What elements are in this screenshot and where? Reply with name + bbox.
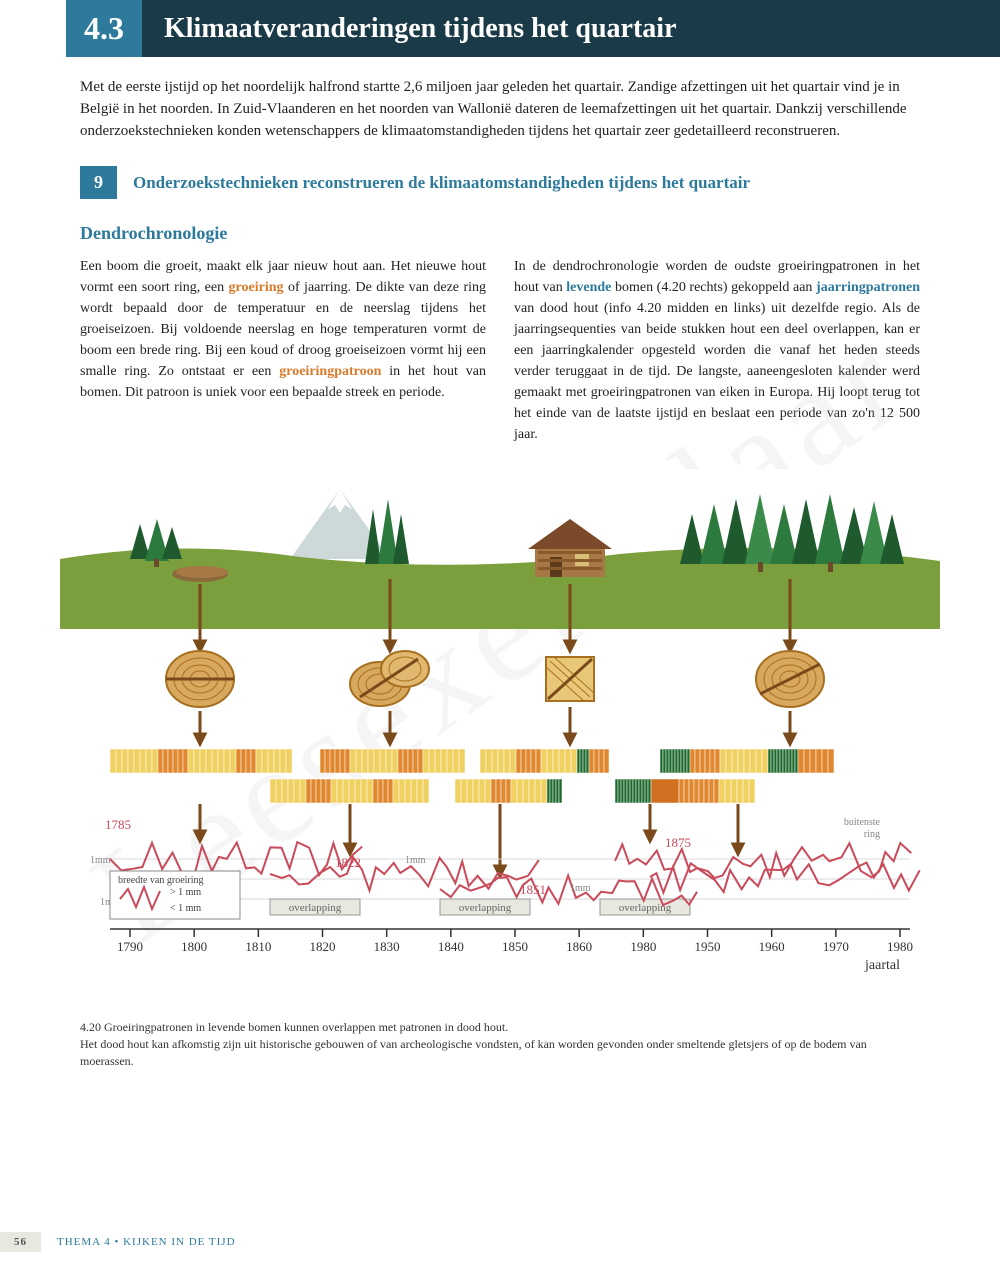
buitenste-1: buitenste — [844, 817, 881, 828]
section-number: 4.3 — [66, 0, 142, 57]
year-1785: 1785 — [105, 817, 131, 832]
column-right: In de dendrochronologie worden de oudste… — [514, 256, 920, 445]
caption-line2: Het dood hout kan afkomstig zijn uit his… — [80, 1037, 867, 1068]
year-1875: 1875 — [665, 835, 691, 850]
section-header: 4.3 Klimaatveranderingen tijdens het qua… — [0, 0, 1000, 57]
subsection-header: 9 Onderzoekstechnieken reconstrueren de … — [80, 166, 1000, 199]
col2-text-c: van dood hout (info 4.20 midden en links… — [514, 301, 920, 442]
svg-text:1820: 1820 — [310, 939, 336, 954]
svg-text:1970: 1970 — [823, 939, 849, 954]
axis-ticks: 1790 1800 1810 1820 1830 1840 1850 1860 1980 1950… — [117, 929, 913, 954]
axis-label: jaartal — [864, 958, 900, 973]
buitenste-2: ring — [864, 829, 880, 840]
caption-line1: Groeiringpatronen in levende bomen kunne… — [104, 1020, 508, 1034]
svg-text:1960: 1960 — [759, 939, 785, 954]
dendro-infographic: overlapping overlapping overlapping 1785… — [60, 469, 940, 1009]
infographic-svg: overlapping overlapping overlapping 1785… — [60, 469, 940, 1009]
overlap-label-1: overlapping — [289, 902, 342, 914]
legend-gt: > 1 mm — [170, 887, 201, 898]
svg-text:1830: 1830 — [374, 939, 400, 954]
subsection-title: Onderzoekstechnieken reconstrueren de kl… — [117, 166, 766, 199]
column-left: Een boom die groeit, maakt elk jaar nieu… — [80, 256, 486, 445]
term-groeiring: groeiring — [229, 280, 284, 295]
svg-text:1810: 1810 — [245, 939, 271, 954]
theme-main: THEMA 4 — [57, 1236, 111, 1248]
term-jaarringpatronen: jaarringpatronen — [816, 280, 920, 295]
svg-text:1790: 1790 — [117, 939, 143, 954]
theme-reference: THEMA 4 • KIJKEN IN DE TIJD — [57, 1236, 236, 1248]
legend-box: breedte van groeiring > 1 mm < 1 mm — [110, 871, 240, 919]
subsection-number: 9 — [80, 166, 117, 199]
figure-caption: 4.20 Groeiringpatronen in levende bomen … — [80, 1019, 920, 1069]
svg-text:1840: 1840 — [438, 939, 464, 954]
theme-sub: KIJKEN IN DE TIJD — [123, 1236, 235, 1248]
svg-text:1860: 1860 — [566, 939, 592, 954]
term-levende: levende — [566, 280, 611, 295]
section-title: Klimaatveranderingen tijdens het quartai… — [142, 0, 1000, 57]
theme-dot: • — [115, 1236, 120, 1248]
page-number: 56 — [0, 1232, 41, 1252]
body-columns: Een boom die groeit, maakt elk jaar nieu… — [80, 256, 920, 445]
svg-text:1850: 1850 — [502, 939, 528, 954]
heading-dendro: Dendrochronologie — [80, 223, 920, 244]
col2-text-b: bomen (4.20 rechts) gekoppeld aan — [611, 280, 816, 295]
legend-lt: < 1 mm — [170, 903, 201, 914]
fallen-logs — [172, 566, 228, 582]
legend-title: breedte van groeiring — [118, 875, 204, 886]
svg-text:1950: 1950 — [695, 939, 721, 954]
overlap-boxes: overlapping overlapping overlapping — [270, 899, 690, 915]
ring-bars-row2 — [270, 779, 755, 803]
year-1851: 1851 — [520, 882, 546, 897]
svg-text:1800: 1800 — [181, 939, 207, 954]
svg-text:1980: 1980 — [630, 939, 656, 954]
year-1822: 1822 — [335, 855, 361, 870]
intro-paragraph: Met de eerste ijstijd op het noordelijk … — [80, 77, 920, 142]
svg-text:1980: 1980 — [887, 939, 913, 954]
page-footer: 56 THEMA 4 • KIJKEN IN DE TIJD — [0, 1232, 236, 1252]
caption-lead: 4.20 — [80, 1020, 101, 1034]
term-groeiringpatroon: groeiringpatroon — [279, 364, 381, 379]
overlap-label-2: overlapping — [459, 902, 512, 914]
mm-3: 1mm — [570, 883, 591, 894]
mm-2: 1mm — [405, 855, 426, 866]
mm-1: 1mm — [90, 855, 111, 866]
